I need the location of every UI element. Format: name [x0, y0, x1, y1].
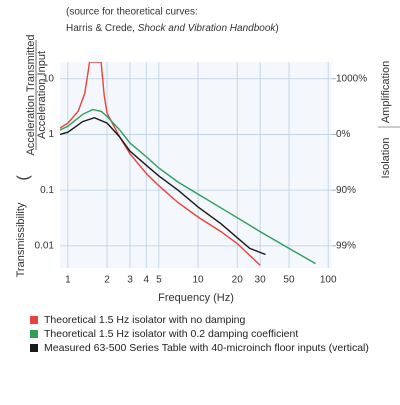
x-tick-label: 10 — [192, 275, 204, 286]
legend: Theoretical 1.5 Hz isolator with no damp… — [30, 313, 370, 355]
isolation-label: Isolation — [380, 138, 392, 179]
y2-tick-label: 90% — [336, 185, 356, 196]
x-tick-label: 3 — [127, 275, 133, 286]
series-line — [60, 108, 316, 265]
source-book: Shock and Vibration Handbook — [138, 23, 277, 34]
x-tick-label: 20 — [232, 275, 244, 286]
legend-swatch — [30, 330, 38, 338]
amplification-label: Amplification — [380, 61, 392, 123]
y-tick-label: 10 — [43, 73, 55, 84]
legend-swatch — [30, 316, 38, 324]
plot-lines — [60, 62, 316, 266]
x-tick-label: 5 — [156, 275, 162, 286]
y-tick-label: 0.1 — [40, 185, 54, 196]
y-label-num: Acceleration Transmitted — [25, 34, 37, 155]
y2-tick-label: 1000% — [336, 73, 367, 84]
source-text: Harris & Crede, — [66, 23, 138, 34]
legend-label: Theoretical 1.5 Hz isolator with no damp… — [44, 314, 246, 326]
x-tick-label: 4 — [143, 275, 149, 286]
y-label-den: Acceleration Input — [36, 51, 48, 139]
y2-tick-label: 99% — [336, 240, 356, 251]
source: Harris & Crede, Shock and Vibration Hand… — [66, 23, 279, 34]
x-tick-label: 50 — [283, 275, 295, 286]
x-tick-label: 2 — [104, 275, 110, 286]
x-label: Frequency (Hz) — [158, 292, 234, 304]
legend-item: Measured 63-500 Series Table with 40-mic… — [30, 341, 370, 355]
legend-item: Theoretical 1.5 Hz isolator with no damp… — [30, 313, 370, 327]
series-line — [60, 116, 266, 256]
x-tick-label: 1 — [65, 275, 71, 286]
y-tick-label: 1 — [48, 129, 54, 140]
chart: (source for theoretical curves: Harris &… — [15, 7, 400, 304]
plot-area — [60, 62, 332, 268]
legend-label: Measured 63-500 Series Table with 40-mic… — [44, 342, 369, 354]
paren: ( — [15, 175, 32, 181]
source-text: ) — [275, 23, 278, 34]
x-tick-label: 100 — [320, 275, 337, 286]
y-label: Transmissibility — [15, 202, 27, 277]
x-tick-label: 30 — [255, 275, 267, 286]
legend-label: Theoretical 1.5 Hz isolator with 0.2 dam… — [44, 328, 299, 340]
y2-tick-label: 0% — [336, 129, 351, 140]
legend-item: Theoretical 1.5 Hz isolator with 0.2 dam… — [30, 327, 370, 341]
y-tick-label: 0.01 — [35, 240, 55, 251]
source: (source for theoretical curves: — [66, 7, 198, 18]
legend-swatch — [30, 344, 38, 352]
